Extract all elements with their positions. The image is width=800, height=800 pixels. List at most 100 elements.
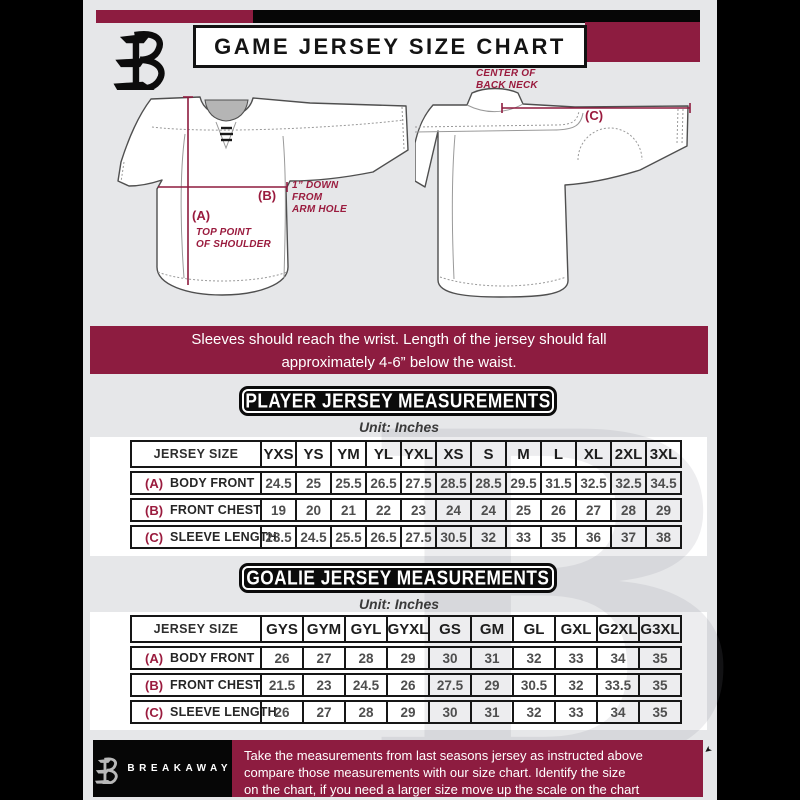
- left-black-column: [0, 0, 83, 800]
- row-key: (A): [145, 475, 164, 491]
- caption-line: BACK NECK: [476, 79, 538, 91]
- shoulder-caption: TOP POINT OF SHOULDER: [196, 227, 271, 251]
- footer-line2: compare those measurements with our size…: [244, 765, 626, 780]
- row-label: (B) FRONT CHEST: [132, 500, 261, 520]
- value-cell: 26.5: [365, 527, 400, 547]
- value-cell: 32.5: [575, 473, 610, 493]
- value-cell: 33: [554, 648, 596, 668]
- table-row: (C) SLEEVE LENGTH 26 27 28 29 30 31 32 33 34 35: [130, 700, 682, 724]
- value-cell: 23: [400, 500, 435, 520]
- breakaway-footer-logo-icon: [95, 756, 118, 784]
- table-row: (A) BODY FRONT 24.5 25 25.5 26.5 27.5 28.5 28.5 2…: [130, 471, 682, 495]
- row-label: (A) BODY FRONT: [132, 473, 260, 493]
- value-cell: 32: [512, 702, 554, 722]
- goalie-unit-label: Unit: Inches: [358, 596, 440, 612]
- column-header-yl: YL: [365, 442, 400, 466]
- value-cell: 32: [512, 648, 554, 668]
- table-row: (B) FRONT CHEST 19 20 21 22 23 24 24 25 26 27 28 29: [130, 498, 682, 522]
- value-cell: 26: [260, 702, 302, 722]
- value-cell: 29: [470, 675, 512, 695]
- jersey-back-diagram: [414, 83, 710, 338]
- breakaway-logo-icon: [113, 30, 165, 93]
- value-cell: 30: [428, 648, 470, 668]
- fit-note-line1: Sleeves should reach the wrist. Length o…: [191, 331, 607, 348]
- row-name: FRONT CHEST: [170, 678, 262, 692]
- row-name: SLEEVE LENGTH: [170, 705, 277, 719]
- column-header-3xl: 3XL: [645, 442, 680, 466]
- value-cell: 20: [295, 500, 330, 520]
- value-cell: 22: [365, 500, 400, 520]
- goalie-table-panel: [90, 612, 707, 730]
- caption-line: CENTER OF: [476, 68, 536, 79]
- value-cell: 28.5: [435, 473, 470, 493]
- row-key: (C): [145, 529, 164, 545]
- value-cell: 29.5: [505, 473, 540, 493]
- value-cell: 26: [386, 675, 428, 695]
- value-cell: 28.5: [470, 473, 505, 493]
- value-cell: 29: [386, 648, 428, 668]
- value-cell: 35: [638, 702, 680, 722]
- footer-line1: Take the measurements from last seasons …: [244, 748, 643, 763]
- value-cell: 27: [575, 500, 610, 520]
- caption-line: TOP POINT: [196, 227, 252, 238]
- caption-line: 1” DOWN: [292, 180, 339, 191]
- footer-brand-name: BREAKAWAY: [127, 763, 232, 774]
- column-header-gym: GYM: [302, 617, 344, 641]
- value-cell: 34: [596, 702, 638, 722]
- value-cell: 26.5: [365, 473, 400, 493]
- value-cell: 24.5: [260, 473, 295, 493]
- footer-line3: on the chart, if you need a larger size …: [244, 782, 640, 797]
- value-cell: 23: [302, 675, 344, 695]
- column-header-gl: GL: [512, 617, 554, 641]
- value-cell: 35: [540, 527, 575, 547]
- column-header-l: L: [540, 442, 575, 466]
- goalie-section-title: GOALIE JERSEY MEASUREMENTS: [246, 566, 550, 589]
- table-header-row: JERSEY SIZE GYS GYM GYL GYXL GS GM GL GXL G2XL G3X…: [130, 615, 682, 643]
- value-cell: 32.5: [610, 473, 645, 493]
- measure-key-b: (B): [258, 188, 277, 203]
- row-label: (B) FRONT CHEST: [132, 675, 262, 695]
- value-cell: 25.5: [330, 527, 365, 547]
- table-row: (A) BODY FRONT 26 27 28 29 30 31 32 33 34 35: [130, 646, 682, 670]
- value-cell: 31: [470, 702, 512, 722]
- value-cell: 28: [610, 500, 645, 520]
- center-back-neck-caption: CENTER OF BACK NECK: [476, 68, 538, 92]
- value-cell: 21: [330, 500, 365, 520]
- row-key: (A): [145, 650, 164, 666]
- row-key: (B): [145, 502, 164, 518]
- row-label: (C) SLEEVE LENGTH: [132, 702, 277, 722]
- value-cell: 24: [435, 500, 470, 520]
- value-cell: 35: [638, 675, 680, 695]
- stray-cursor-mark: ➤: [702, 743, 715, 757]
- value-cell: 29: [645, 500, 680, 520]
- row-key: (C): [145, 704, 164, 720]
- column-header-ym: YM: [330, 442, 365, 466]
- caption-line: OF SHOULDER: [196, 238, 271, 250]
- jersey-front-diagram: [88, 88, 423, 333]
- column-header-gxl: GXL: [554, 617, 596, 641]
- header-strip-maroon: [96, 10, 253, 23]
- value-cell: 28: [344, 702, 386, 722]
- value-cell: 25: [505, 500, 540, 520]
- player-section-header: PLAYER JERSEY MEASUREMENTS: [239, 386, 557, 416]
- value-cell: 30: [428, 702, 470, 722]
- goalie-size-table: JERSEY SIZE GYS GYM GYL GYXL GS GM GL GXL G2XL G3X…: [130, 615, 682, 727]
- title-side-maroon-block: [585, 22, 700, 62]
- value-cell: 37: [610, 527, 645, 547]
- row-label: (C) SLEEVE LENGTH: [132, 527, 277, 547]
- value-cell: 24.5: [344, 675, 386, 695]
- measure-key-c: (C): [585, 108, 604, 123]
- player-section-title: PLAYER JERSEY MEASUREMENTS: [245, 389, 551, 412]
- row-key: (B): [145, 677, 164, 693]
- measure-key-a: (A): [192, 208, 211, 223]
- breakaway-logo: [106, 24, 176, 95]
- value-cell: 33: [554, 702, 596, 722]
- corner-cell: JERSEY SIZE: [153, 447, 239, 461]
- footer-brand-box: BREAKAWAY: [93, 740, 232, 797]
- column-header-gs: GS: [428, 617, 470, 641]
- value-cell: 26: [540, 500, 575, 520]
- row-name: SLEEVE LENGTH: [170, 530, 277, 544]
- value-cell: 30.5: [512, 675, 554, 695]
- column-header-xs: XS: [435, 442, 470, 466]
